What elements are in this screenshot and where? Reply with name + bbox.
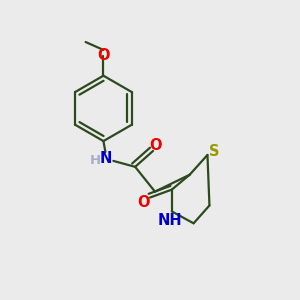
Text: O: O (97, 48, 110, 63)
Text: H: H (90, 154, 101, 167)
Text: O: O (137, 195, 149, 210)
Text: NH: NH (158, 213, 182, 228)
Text: N: N (99, 152, 112, 166)
Text: O: O (150, 137, 162, 152)
Text: S: S (209, 145, 220, 160)
